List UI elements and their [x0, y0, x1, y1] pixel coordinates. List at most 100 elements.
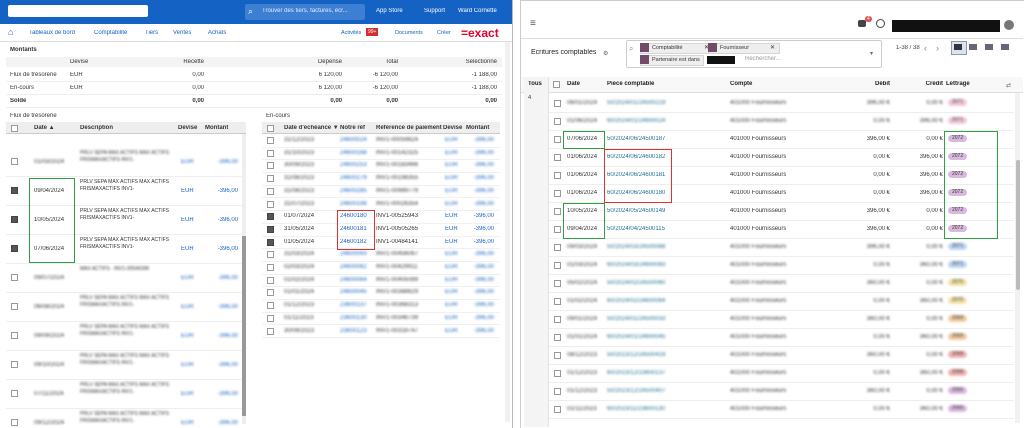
view-pivot[interactable] — [969, 44, 977, 50]
chat-icon[interactable] — [858, 20, 866, 27]
nav-item[interactable]: Tiers — [145, 30, 159, 36]
top-link[interactable]: Support — [424, 8, 446, 14]
ref-cell[interactable]: 24600045 — [340, 289, 367, 296]
ref-cell[interactable]: 24600168 — [340, 149, 367, 156]
nav-item[interactable]: Achats — [208, 30, 227, 36]
search-input[interactable]: Rechercher... — [745, 56, 781, 62]
ref-cell[interactable]: 24600180 — [340, 213, 367, 220]
piece-cell[interactable]: 50/2024/04/24500115 — [607, 226, 665, 232]
piece-cell[interactable]: 50/2024/01/24500219 — [607, 100, 666, 106]
column-header[interactable]: Lettrage — [946, 81, 970, 87]
checkbox[interactable] — [554, 262, 561, 269]
piece-cell[interactable]: 50/2023/12/24500407 — [607, 388, 666, 394]
view-kanban[interactable] — [1001, 44, 1009, 50]
checkbox[interactable] — [11, 332, 18, 339]
piece-cell[interactable]: 60/2024/01/24600045 — [607, 334, 666, 340]
column-header[interactable]: Référence de paiement — [376, 125, 442, 131]
checkbox[interactable] — [267, 264, 274, 271]
ref-cell[interactable]: 24600285 — [340, 187, 367, 194]
column-header[interactable]: Date — [567, 81, 581, 87]
checkbox[interactable] — [554, 316, 561, 323]
checkbox[interactable] — [267, 327, 274, 335]
piece-cell[interactable]: 60/2024/06/24600180 — [607, 190, 666, 196]
nav-item[interactable]: Ventes — [173, 30, 192, 36]
checkbox[interactable] — [267, 200, 274, 208]
top-link[interactable]: App Store — [376, 8, 403, 14]
checkbox[interactable] — [267, 149, 274, 157]
piece-cell[interactable]: 60/2024/06/24600182 — [607, 154, 666, 160]
column-header[interactable]: Débit — [875, 81, 890, 87]
nav-activities[interactable]: Activités — [341, 30, 362, 36]
checkbox[interactable] — [267, 187, 274, 195]
piece-cell[interactable]: 60/2024/01/24600024 — [607, 118, 666, 124]
piece-cell[interactable]: 60/2023/11/23600130 — [607, 406, 665, 412]
nav-create[interactable]: Créer — [437, 30, 451, 36]
piece-cell[interactable]: 60/2024/06/24600181 — [607, 172, 666, 178]
facet-remove[interactable]: ✕ — [770, 45, 776, 51]
checkbox[interactable] — [11, 274, 18, 281]
nav-item[interactable]: Comptabilité — [94, 30, 128, 36]
avatar[interactable] — [1004, 20, 1014, 30]
ref-cell[interactable]: 23600130 — [340, 314, 367, 321]
checkbox[interactable] — [11, 361, 18, 368]
ref-cell[interactable]: 24600093 — [340, 251, 367, 258]
checkbox[interactable] — [267, 289, 274, 297]
checkbox[interactable] — [267, 175, 274, 183]
checkbox[interactable] — [554, 406, 561, 413]
piece-cell[interactable]: 60/2024/03/24600083 — [607, 262, 666, 268]
optional-columns[interactable]: ⇄ — [1006, 83, 1012, 89]
piece-cell[interactable]: 60/2023/12/23600137 — [607, 370, 666, 376]
checkbox[interactable] — [267, 251, 274, 259]
column-header[interactable]: Description — [80, 125, 114, 131]
ref-cell[interactable]: 24600082 — [340, 264, 367, 270]
checkbox[interactable] — [554, 208, 561, 215]
checkbox[interactable] — [554, 154, 561, 161]
view-graph[interactable] — [985, 44, 993, 50]
piece-cell[interactable]: 50/2024/03/24500088 — [607, 244, 666, 250]
nav-item[interactable]: Tableaux de bord — [29, 30, 76, 36]
checkbox[interactable] — [554, 172, 561, 179]
checkbox[interactable] — [11, 419, 18, 426]
checkbox[interactable] — [267, 225, 274, 233]
column-header[interactable]: Montant — [466, 125, 490, 131]
ref-cell[interactable]: 24600064 — [340, 276, 367, 283]
menu-icon[interactable]: ≡ — [530, 18, 536, 29]
piece-cell[interactable]: 50/2024/06/24500187 — [607, 136, 666, 142]
column-header[interactable]: Notre réf — [340, 125, 366, 131]
checkbox[interactable] — [554, 388, 561, 395]
nav-documents[interactable]: Documents — [395, 30, 423, 36]
piece-cell[interactable]: 50/2024/05/24500149 — [607, 208, 666, 214]
ref-cell[interactable]: 23600123 — [340, 327, 367, 334]
column-header[interactable]: Pièce comptable — [607, 81, 655, 87]
checkbox[interactable] — [554, 118, 561, 125]
checkbox[interactable] — [553, 81, 560, 88]
checkbox[interactable] — [11, 187, 18, 194]
piece-cell[interactable]: 60/2024/02/24600064 — [607, 298, 666, 304]
ref-cell[interactable]: 24600198 — [340, 200, 367, 207]
checkbox[interactable] — [554, 352, 561, 359]
search-box[interactable] — [245, 4, 365, 20]
column-header[interactable]: Date ▲ — [34, 125, 55, 131]
clock-icon[interactable] — [876, 19, 885, 28]
pager-next[interactable]: › — [936, 43, 939, 53]
search-dropdown[interactable]: ▾ — [870, 51, 874, 57]
home-icon[interactable]: ⌂ — [8, 27, 14, 37]
checkbox[interactable] — [267, 137, 274, 144]
checkbox[interactable] — [554, 244, 561, 251]
column-header[interactable]: Crédit — [925, 81, 943, 87]
checkbox[interactable] — [267, 238, 274, 246]
checkbox[interactable] — [11, 158, 18, 165]
column-header[interactable]: Tous — [528, 81, 542, 87]
checkbox[interactable] — [554, 190, 561, 197]
ref-cell[interactable]: 24600181 — [340, 225, 367, 232]
top-link[interactable]: Ward Cornette — [458, 8, 497, 14]
piece-cell[interactable]: 50/2024/02/24500060 — [607, 280, 666, 286]
column-header[interactable]: Devise — [178, 125, 198, 131]
piece-cell[interactable]: 50/2023/12/24500419 — [607, 352, 666, 358]
checkbox[interactable] — [267, 162, 274, 170]
facet-remove[interactable]: ✕ — [704, 45, 710, 51]
checkbox[interactable] — [11, 245, 18, 252]
checkbox[interactable] — [11, 303, 18, 310]
checkbox[interactable] — [267, 213, 274, 221]
checkbox[interactable] — [554, 280, 561, 287]
